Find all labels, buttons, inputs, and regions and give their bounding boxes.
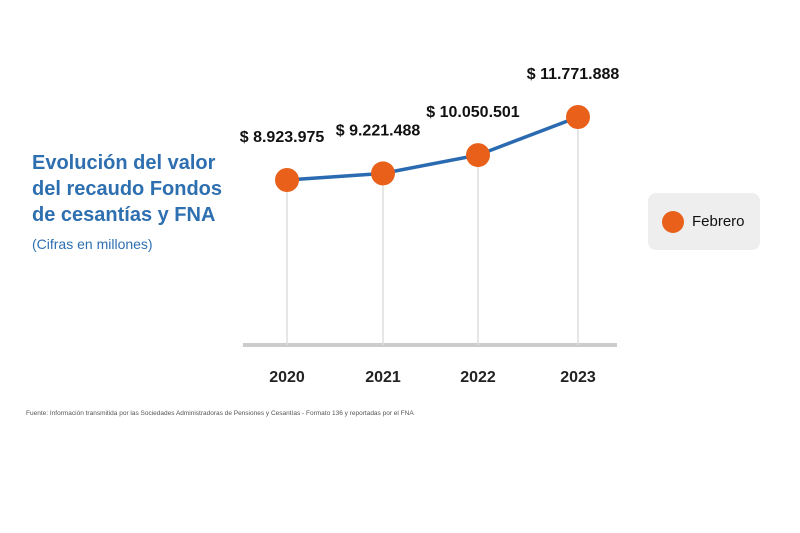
- data-point-2021: [371, 161, 395, 186]
- chart-title-line-3: de cesantías y FNA: [32, 204, 216, 226]
- chart-title-line-1: Evolución del valor: [32, 152, 216, 174]
- data-label-2021: $ 9.221.488: [336, 122, 421, 139]
- data-label-2022: $ 10.050.501: [426, 104, 520, 121]
- x-tick-label-2020: 2020: [269, 369, 305, 386]
- chart-title-line-2: del recaudo Fondos: [32, 178, 223, 200]
- title-block: Evolución del valor del recaudo Fondos d…: [32, 150, 242, 252]
- legend-marker-icon: [662, 210, 684, 233]
- data-point-2020: [275, 168, 299, 192]
- data-label-2023: $ 11.771.888: [527, 66, 620, 83]
- x-tick-label-2021: 2021: [365, 369, 401, 386]
- legend: Febrero: [648, 193, 760, 250]
- chart-subtitle: (Cifras en millones): [32, 236, 153, 252]
- legend-label: Febrero: [692, 213, 745, 230]
- series-line-febrero: [286, 115, 579, 182]
- data-point-2022: [466, 143, 490, 168]
- x-tick-label-2022: 2022: [460, 369, 496, 386]
- x-tick-label-2023: 2023: [560, 369, 596, 386]
- source-note: Fuente: Información transmitida por las …: [26, 410, 414, 417]
- data-point-2023: [566, 105, 590, 129]
- data-label-2020: $ 8.923.975: [240, 129, 325, 146]
